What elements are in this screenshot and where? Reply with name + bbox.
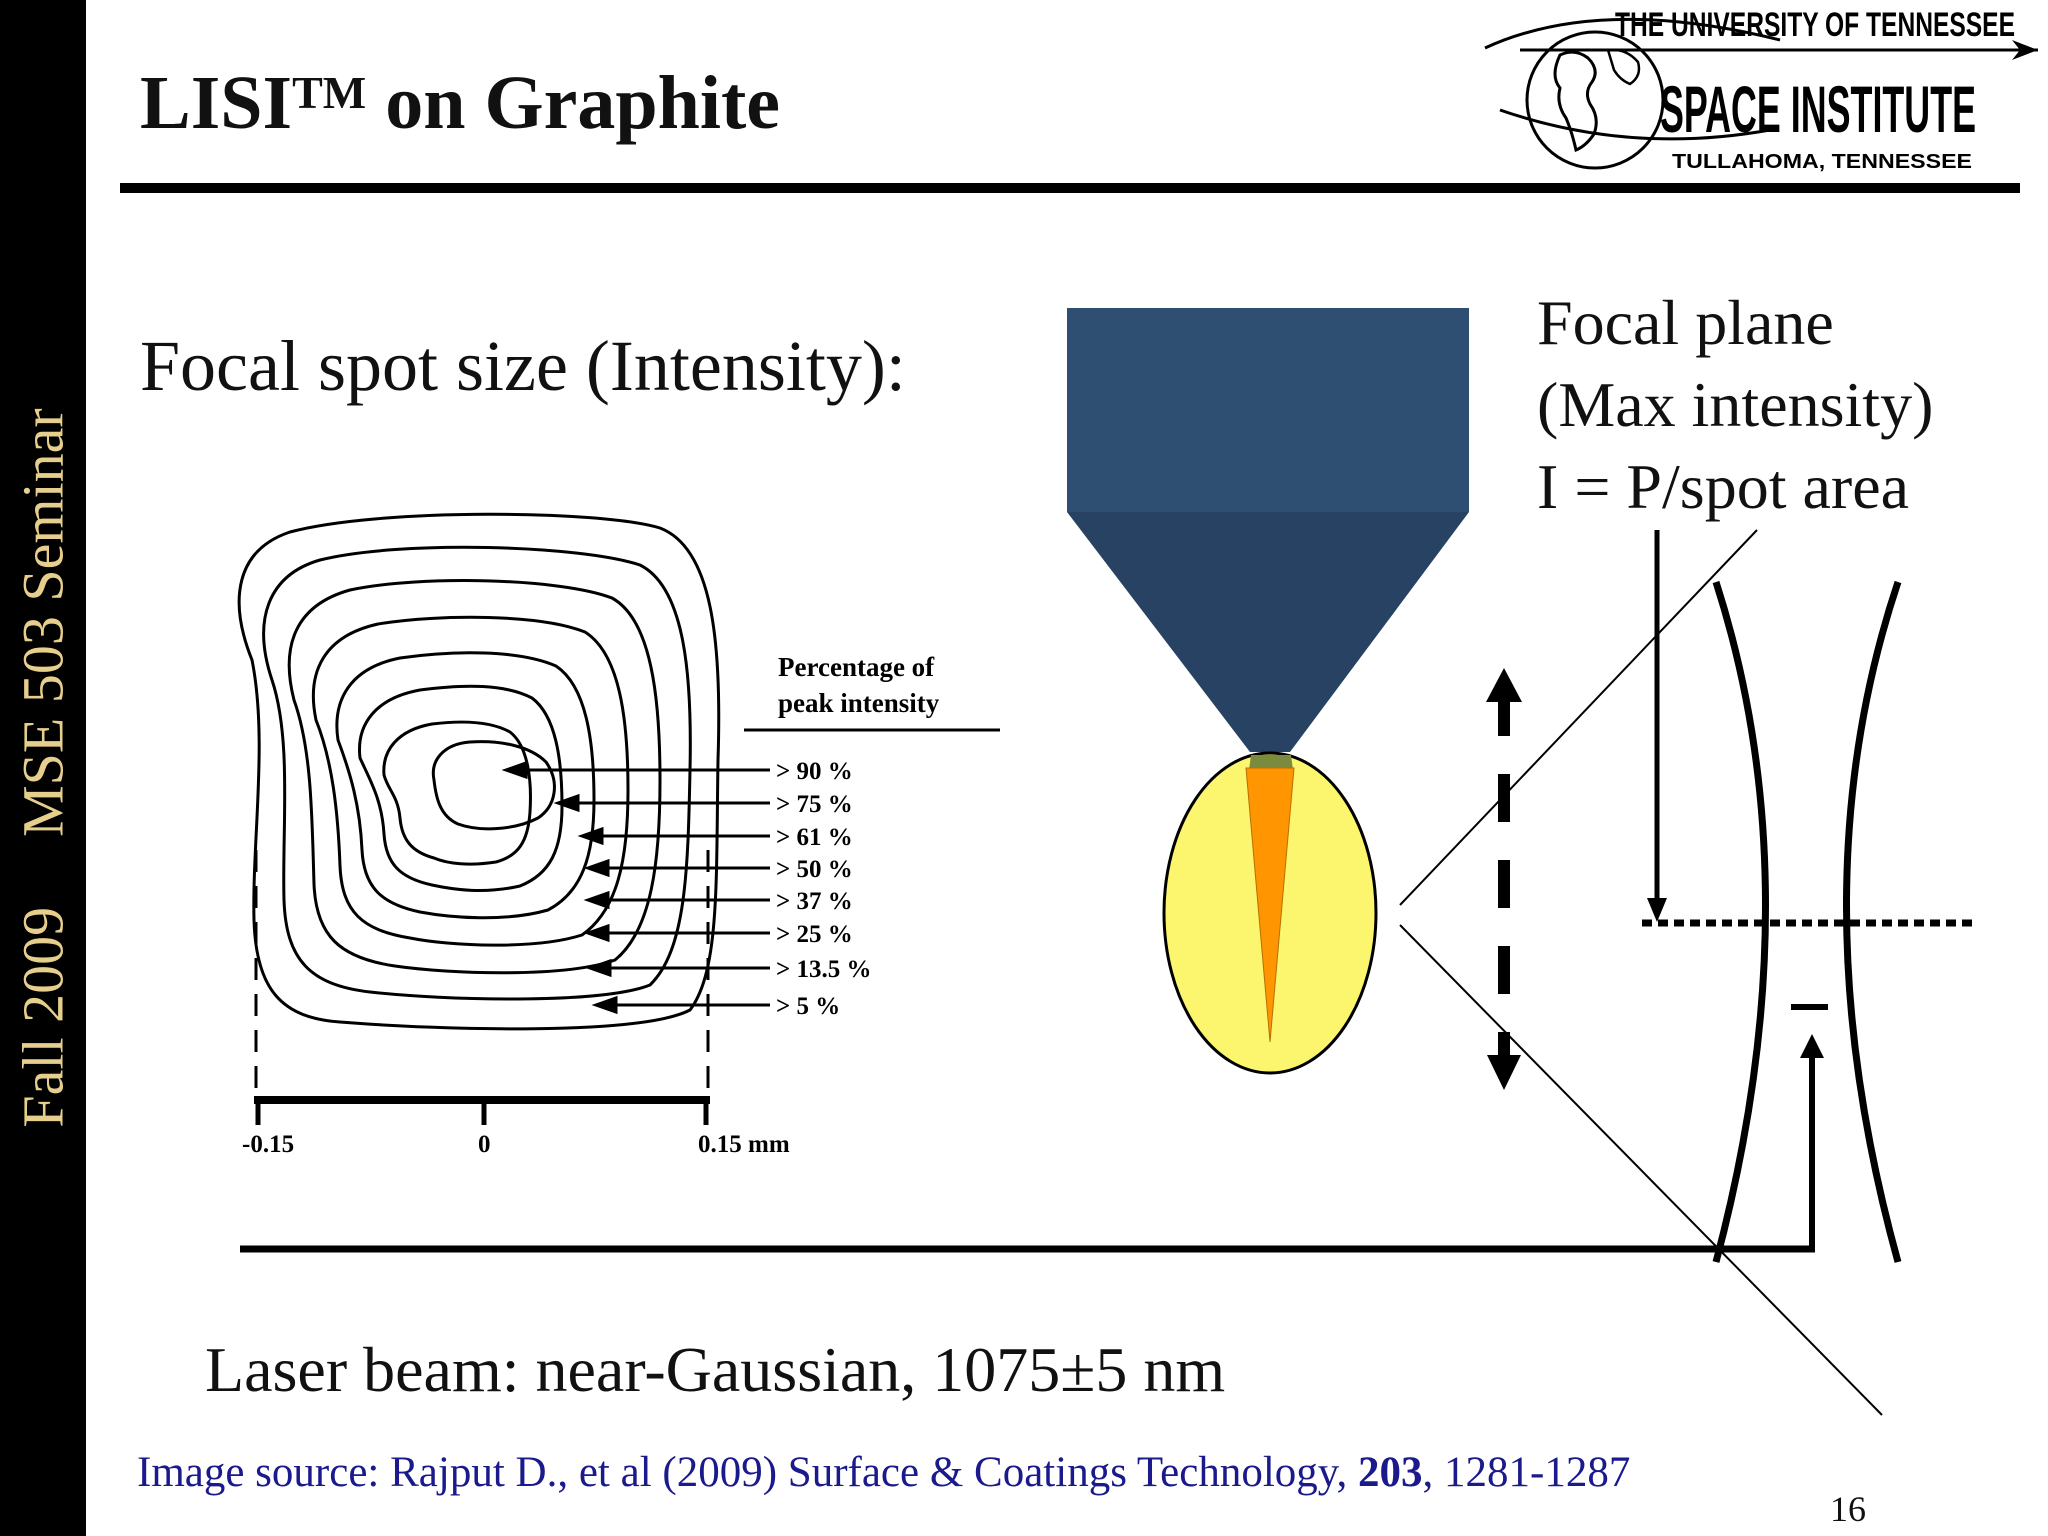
legend-title-line2: peak intensity <box>778 688 940 718</box>
laser-beam <box>1245 767 1295 1043</box>
beam-waist-left <box>1712 580 1769 1263</box>
scale-center-label: 0 <box>478 1131 491 1158</box>
zoom-line-upper <box>1399 529 1758 906</box>
contour-rings <box>237 512 721 1031</box>
level-label-6: > 25 % <box>776 921 853 948</box>
contour-arrows <box>501 760 770 1015</box>
logo-line3: TULLAHOMA, TENNESSEE <box>1672 151 1972 173</box>
focal-plane-line1: Focal plane <box>1537 287 1834 358</box>
logo-line1: The University of Tennessee <box>1615 6 2015 44</box>
level-label-5: > 37 % <box>776 888 853 915</box>
focal-plane-arrowhead <box>1647 898 1667 922</box>
citation-volume: 203 <box>1358 1449 1423 1496</box>
level-label-8: > 5 % <box>776 993 840 1020</box>
slide-title: LISITM on Graphite <box>140 60 780 147</box>
nozzle-cone <box>1067 512 1469 752</box>
title-rest: on Graphite <box>366 61 781 145</box>
laser-nozzle <box>1067 308 1469 512</box>
trademark-mark: TM <box>292 67 367 118</box>
level-label-3: > 61 % <box>776 824 853 851</box>
waist-arrowhead <box>1800 1034 1824 1058</box>
focal-plane-line2: (Max intensity) <box>1537 369 1934 440</box>
scale-bar <box>254 850 710 1125</box>
down-arrowhead <box>1487 1055 1521 1090</box>
focal-plane-label: Focal plane (Max intensity) I = P/spot a… <box>1537 282 1933 528</box>
page-number: 16 <box>1830 1489 1866 1529</box>
level-label-1: > 90 % <box>776 758 853 785</box>
space-institute-logo: The University of Tennessee Space Instit… <box>1484 6 2038 173</box>
legend-title-line1: Percentage of <box>778 652 935 682</box>
sidebar: Fall 2009MSE 503 Seminar <box>0 0 86 1536</box>
title-divider <box>120 183 2020 193</box>
zoom-line-lower <box>1399 924 1883 1416</box>
citation-pages: , 1281-1287 <box>1422 1449 1631 1496</box>
citation-prefix: Image source: Rajput D., et al (2009) Su… <box>137 1449 1358 1496</box>
scale-right-label: 0.15 mm <box>698 1131 790 1158</box>
logo-line2: Space Institute <box>1660 72 1976 146</box>
beam-waist-right <box>1843 580 1902 1263</box>
level-label-7: > 13.5 % <box>776 956 872 983</box>
laser-beam-caption: Laser beam: near-Gaussian, 1075±5 nm <box>205 1334 1226 1405</box>
intensity-level-labels: > 90 % > 75 % > 61 % > 50 % > 37 % > 25 … <box>776 758 872 1020</box>
up-arrowhead <box>1486 668 1522 702</box>
nozzle-tip <box>1249 755 1293 770</box>
focal-spot-heading: Focal spot size (Intensity): <box>140 326 906 406</box>
image-source-citation: Image source: Rajput D., et al (2009) Su… <box>137 1448 1630 1497</box>
title-main: LISI <box>140 61 293 145</box>
scale-left-label: -0.15 <box>242 1131 294 1158</box>
focal-plane-line3: I = P/spot area <box>1537 451 1909 522</box>
level-label-4: > 50 % <box>776 856 853 883</box>
level-label-2: > 75 % <box>776 791 853 818</box>
